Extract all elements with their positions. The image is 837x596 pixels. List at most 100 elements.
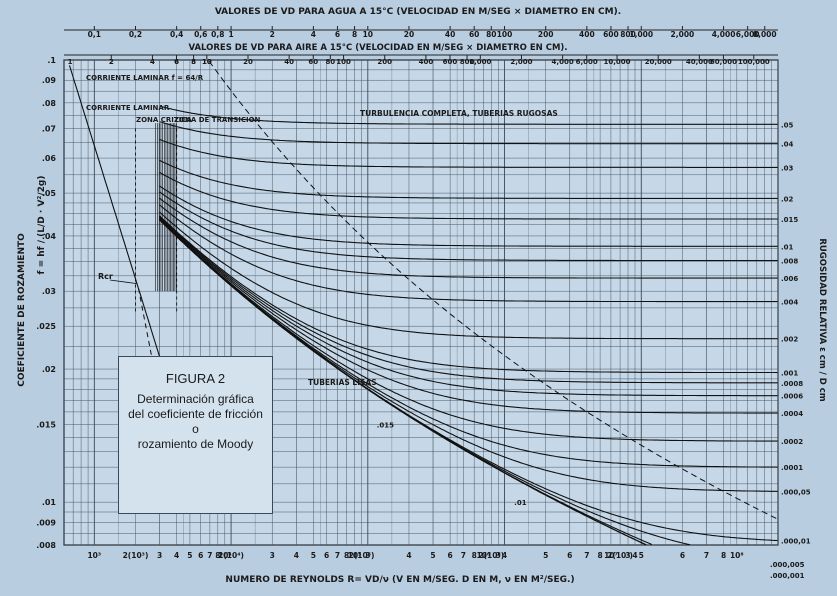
annotation-critical: ZONA CRITICA xyxy=(136,116,192,124)
x-tick-label: 4 xyxy=(502,551,507,560)
below-tick-label: .000,005 xyxy=(770,561,805,569)
x-tick-label: 5 xyxy=(543,551,548,560)
right-tick-label: .02 xyxy=(781,195,794,203)
annotation-rcr: Rcr xyxy=(98,272,113,281)
top-tick-label-air: 100 xyxy=(336,58,351,66)
top-tick-label-air: 1,000 xyxy=(469,58,491,66)
top-tick-label-water: 4,000 xyxy=(712,30,736,39)
x-tick-label: 5 xyxy=(311,551,316,560)
top-tick-label-air: 2,000 xyxy=(510,58,532,66)
top-tick-label-air: 20,000 xyxy=(645,58,672,66)
top-tick-label-water: 8,000 xyxy=(753,30,777,39)
y-tick-label: .008 xyxy=(36,541,56,550)
top-tick-label-water: 40 xyxy=(445,30,455,39)
right-tick-label: .0006 xyxy=(781,393,803,401)
top-tick-label-air: 400 xyxy=(419,58,434,66)
top-tick-label-air: 2 xyxy=(109,58,114,66)
y-tick-label: .009 xyxy=(36,518,56,527)
smooth-pipe-curve xyxy=(159,219,647,546)
top-tick-label-water: 0,8 xyxy=(211,30,224,39)
roughness-curve xyxy=(159,211,778,340)
roughness-curve xyxy=(159,215,778,374)
rcr-arrow xyxy=(109,279,138,285)
right-tick-label: .0002 xyxy=(781,438,803,446)
top-tick-label-water: 6 xyxy=(335,30,340,39)
y-tick-label: .08 xyxy=(42,99,57,108)
x-tick-label: 4 xyxy=(632,551,637,560)
annotation-full-turbulence: TURBULENCIA COMPLETA, TUBERIAS RUGOSAS xyxy=(360,109,558,118)
top-title-air: VALORES DE VD PARA AIRE A 15°C (VELOCIDA… xyxy=(188,43,567,53)
right-tick-label: .0008 xyxy=(781,380,803,388)
top-tick-label-water: 800 xyxy=(620,30,636,39)
roughness-curves xyxy=(159,105,778,546)
tick-labels: .1.09.08.07.06.05.04.03.025.02.015.01.00… xyxy=(36,30,811,580)
top-tick-label-water: 10 xyxy=(363,30,373,39)
top-tick-label-air: 40 xyxy=(284,58,294,66)
right-tick-label: .001 xyxy=(781,370,798,378)
right-tick-label: .000,01 xyxy=(781,538,811,546)
top-tick-label-air: 8 xyxy=(191,58,196,66)
top-tick-label-air: 6,000 xyxy=(576,58,598,66)
right-tick-label: .05 xyxy=(781,121,794,129)
x-tick-label: 6 xyxy=(324,551,329,560)
top-tick-label-air: 100,000 xyxy=(738,58,770,66)
below-tick-label: .000,001 xyxy=(770,572,805,580)
top-tick-label-water: 1 xyxy=(228,30,233,39)
x-tick-label: 7 xyxy=(207,551,212,560)
laminar-line xyxy=(68,65,177,411)
y-tick-label: .03 xyxy=(42,287,56,296)
top-tick-label-air-prefix: 10 xyxy=(202,58,212,66)
x-tick-label: 4 xyxy=(174,551,179,560)
top-tick-label-air-prefix: 1 xyxy=(68,58,73,66)
x-axis-label: NUMERO DE REYNOLDS R= VD/ν (V EN M/SEG. … xyxy=(225,575,574,585)
y-tick-label: .05 xyxy=(42,189,57,198)
x-tick-label: 10⁴ xyxy=(218,551,232,560)
top-tick-label-air: 4 xyxy=(150,58,155,66)
roughness-curve xyxy=(159,159,778,199)
y-tick-label: .025 xyxy=(36,322,56,331)
right-tick-label: .015 xyxy=(781,216,798,224)
top-tick-label-air-prefix: 8 xyxy=(191,58,196,66)
top-tick-label-air: 800 xyxy=(460,58,475,66)
x-tick-label: 10³ xyxy=(87,551,101,560)
figure-line-3: rozamiento de Moody xyxy=(137,437,254,451)
top-tick-label-water: 20 xyxy=(404,30,414,39)
x-tick-label: 4 xyxy=(406,551,411,560)
y-tick-label: .1 xyxy=(47,56,56,65)
right-tick-label: .004 xyxy=(781,299,798,307)
right-tick-label: .002 xyxy=(781,336,798,344)
x-tick-label: 8 xyxy=(472,551,477,560)
x-tick-label: 5 xyxy=(187,551,192,560)
x-tick-label: 7 xyxy=(461,551,466,560)
x-tick-label: 7 xyxy=(584,551,589,560)
x-tick-label: 8 xyxy=(344,551,349,560)
x-tick-label: 6 xyxy=(198,551,203,560)
roughness-curve xyxy=(159,218,778,442)
top-tick-label-air: 60 xyxy=(308,58,318,66)
x-tick-label: 4 xyxy=(294,551,299,560)
top-title-water: VALORES DE VD PARA AGUA A 15°C (VELOCIDA… xyxy=(215,7,621,17)
x-tick-label: 3 xyxy=(365,551,370,560)
x-tick-label: 5 xyxy=(639,551,644,560)
top-tick-label-water: 600 xyxy=(603,30,619,39)
x-tick-label: 10⁶ xyxy=(476,551,490,560)
top-tick-label-air-prefix: 6 xyxy=(174,58,179,66)
top-tick-label-water: 2,000 xyxy=(671,30,695,39)
roughness-curve xyxy=(159,216,778,384)
figure-line-2: del coeficiente de fricción o xyxy=(128,407,263,436)
top-tick-label-air: 60,000 xyxy=(710,58,737,66)
top-tick-label-water: 0,2 xyxy=(129,30,142,39)
roughness-curve xyxy=(159,204,778,303)
y-tick-label: .01 xyxy=(42,498,57,507)
roughness-curve xyxy=(159,191,778,262)
top-tick-label-water: 80 xyxy=(486,30,496,39)
right-axis-label: RUGOSIDAD RELATIVA ε cm / D cm xyxy=(817,238,827,401)
annotation-smooth: TUBERIAS LISAS xyxy=(308,378,377,387)
x-tick-label: 7 xyxy=(704,551,709,560)
top-tick-label-air-prefix: 2 xyxy=(109,58,114,66)
x-tick-label: 2(10³) xyxy=(123,551,149,560)
y-axis-formula: f = hf / (L/D · V²/2g) xyxy=(37,176,47,275)
x-tick-label: 7 xyxy=(335,551,340,560)
y-tick-label: .02 xyxy=(42,365,56,374)
